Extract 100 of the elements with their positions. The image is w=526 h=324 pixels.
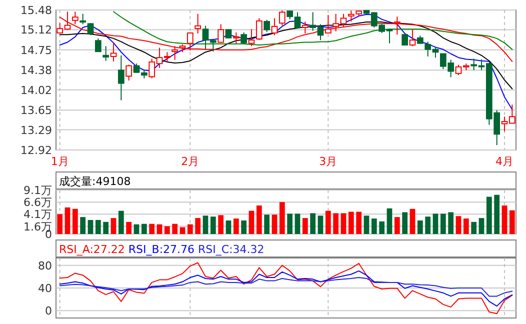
bar [417, 220, 423, 234]
bar [218, 215, 224, 234]
bar [364, 216, 370, 234]
bar [164, 226, 170, 234]
candlestick [225, 28, 232, 39]
bar [348, 212, 354, 234]
y-tick-label: 14.02 [20, 84, 52, 97]
bar [456, 216, 462, 234]
y-tick-label: 13.65 [20, 104, 52, 118]
y-tick-label: 12.92 [20, 144, 52, 157]
bar [272, 214, 278, 234]
candlestick [218, 24, 224, 44]
bar [134, 224, 140, 234]
x-tick-label: 2月 [181, 155, 200, 168]
y-tick-label: 14.75 [20, 44, 52, 57]
candlestick [302, 20, 308, 34]
bar [509, 210, 515, 234]
text: RSI_C:34.32 [198, 243, 264, 256]
bar [486, 196, 492, 234]
bar [187, 224, 193, 234]
bar [379, 221, 385, 234]
bar [448, 212, 454, 234]
candlestick [110, 42, 117, 62]
bar [471, 222, 477, 234]
bar [440, 214, 446, 234]
bar [410, 208, 416, 234]
bar [172, 224, 178, 234]
chart-title: 成交量:49108 [59, 175, 131, 188]
bar [149, 224, 155, 234]
bar [325, 210, 331, 234]
candlestick [186, 32, 194, 51]
candlestick [194, 13, 202, 34]
bar [226, 220, 232, 234]
bar [279, 202, 285, 234]
y-tick-label: 15.48 [20, 4, 52, 17]
bar [103, 222, 109, 234]
candlestick [248, 28, 255, 47]
line-series [113, 11, 513, 50]
line-series [59, 14, 513, 110]
bar [494, 194, 500, 234]
bar [202, 216, 208, 234]
candlestick [402, 33, 408, 46]
candlestick [256, 18, 262, 41]
x-tick-label: 1月 [50, 155, 69, 168]
y-tick-label: 13.29 [20, 124, 52, 137]
bar [394, 217, 400, 234]
bar [302, 218, 308, 234]
bar [248, 210, 254, 234]
bar [371, 218, 377, 234]
y-tick-label: 14.38 [20, 64, 52, 78]
bar [141, 224, 147, 234]
bar [425, 216, 431, 234]
candlestick [102, 46, 110, 62]
series-label: RSI_B:27.76 [128, 243, 198, 256]
candlestick [409, 28, 416, 47]
bar [180, 227, 186, 234]
bar [118, 210, 124, 234]
bar [195, 218, 201, 234]
y-tick-label: 15.12 [20, 24, 52, 37]
line-series [59, 270, 513, 307]
bar [64, 207, 70, 234]
candlestick [118, 54, 124, 101]
bar [333, 213, 339, 234]
bar [95, 220, 101, 234]
bar [233, 218, 239, 234]
candlestick [87, 22, 94, 36]
bar [294, 214, 300, 234]
bar [256, 205, 262, 234]
bar [402, 212, 408, 234]
bar [126, 222, 132, 234]
candlestick [126, 64, 132, 82]
y-tick-label: 80 [38, 259, 52, 272]
candlestick [240, 32, 248, 44]
bar [110, 218, 116, 234]
bar [386, 208, 392, 234]
bar [156, 224, 162, 234]
bar [287, 214, 293, 234]
bar [318, 216, 324, 234]
bar [210, 216, 216, 234]
line-series [59, 262, 513, 314]
bar [502, 205, 508, 234]
bar [80, 217, 86, 234]
candlestick [232, 32, 240, 44]
bar [72, 208, 78, 234]
candlestick [80, 13, 86, 25]
bar [432, 214, 438, 234]
candlestick [94, 38, 102, 52]
y-tick-label: 4.1万 [24, 208, 52, 222]
bar [356, 212, 362, 234]
bar [478, 218, 484, 234]
bar [88, 220, 94, 234]
candlestick [264, 19, 270, 32]
y-tick-label: 40 [38, 282, 52, 295]
y-tick-label: 6.6万 [24, 196, 52, 210]
bar [310, 213, 316, 234]
bar [264, 214, 270, 234]
y-tick-label: 0 [45, 304, 52, 318]
bar [57, 214, 63, 234]
bar [241, 220, 247, 234]
bar [463, 218, 469, 234]
